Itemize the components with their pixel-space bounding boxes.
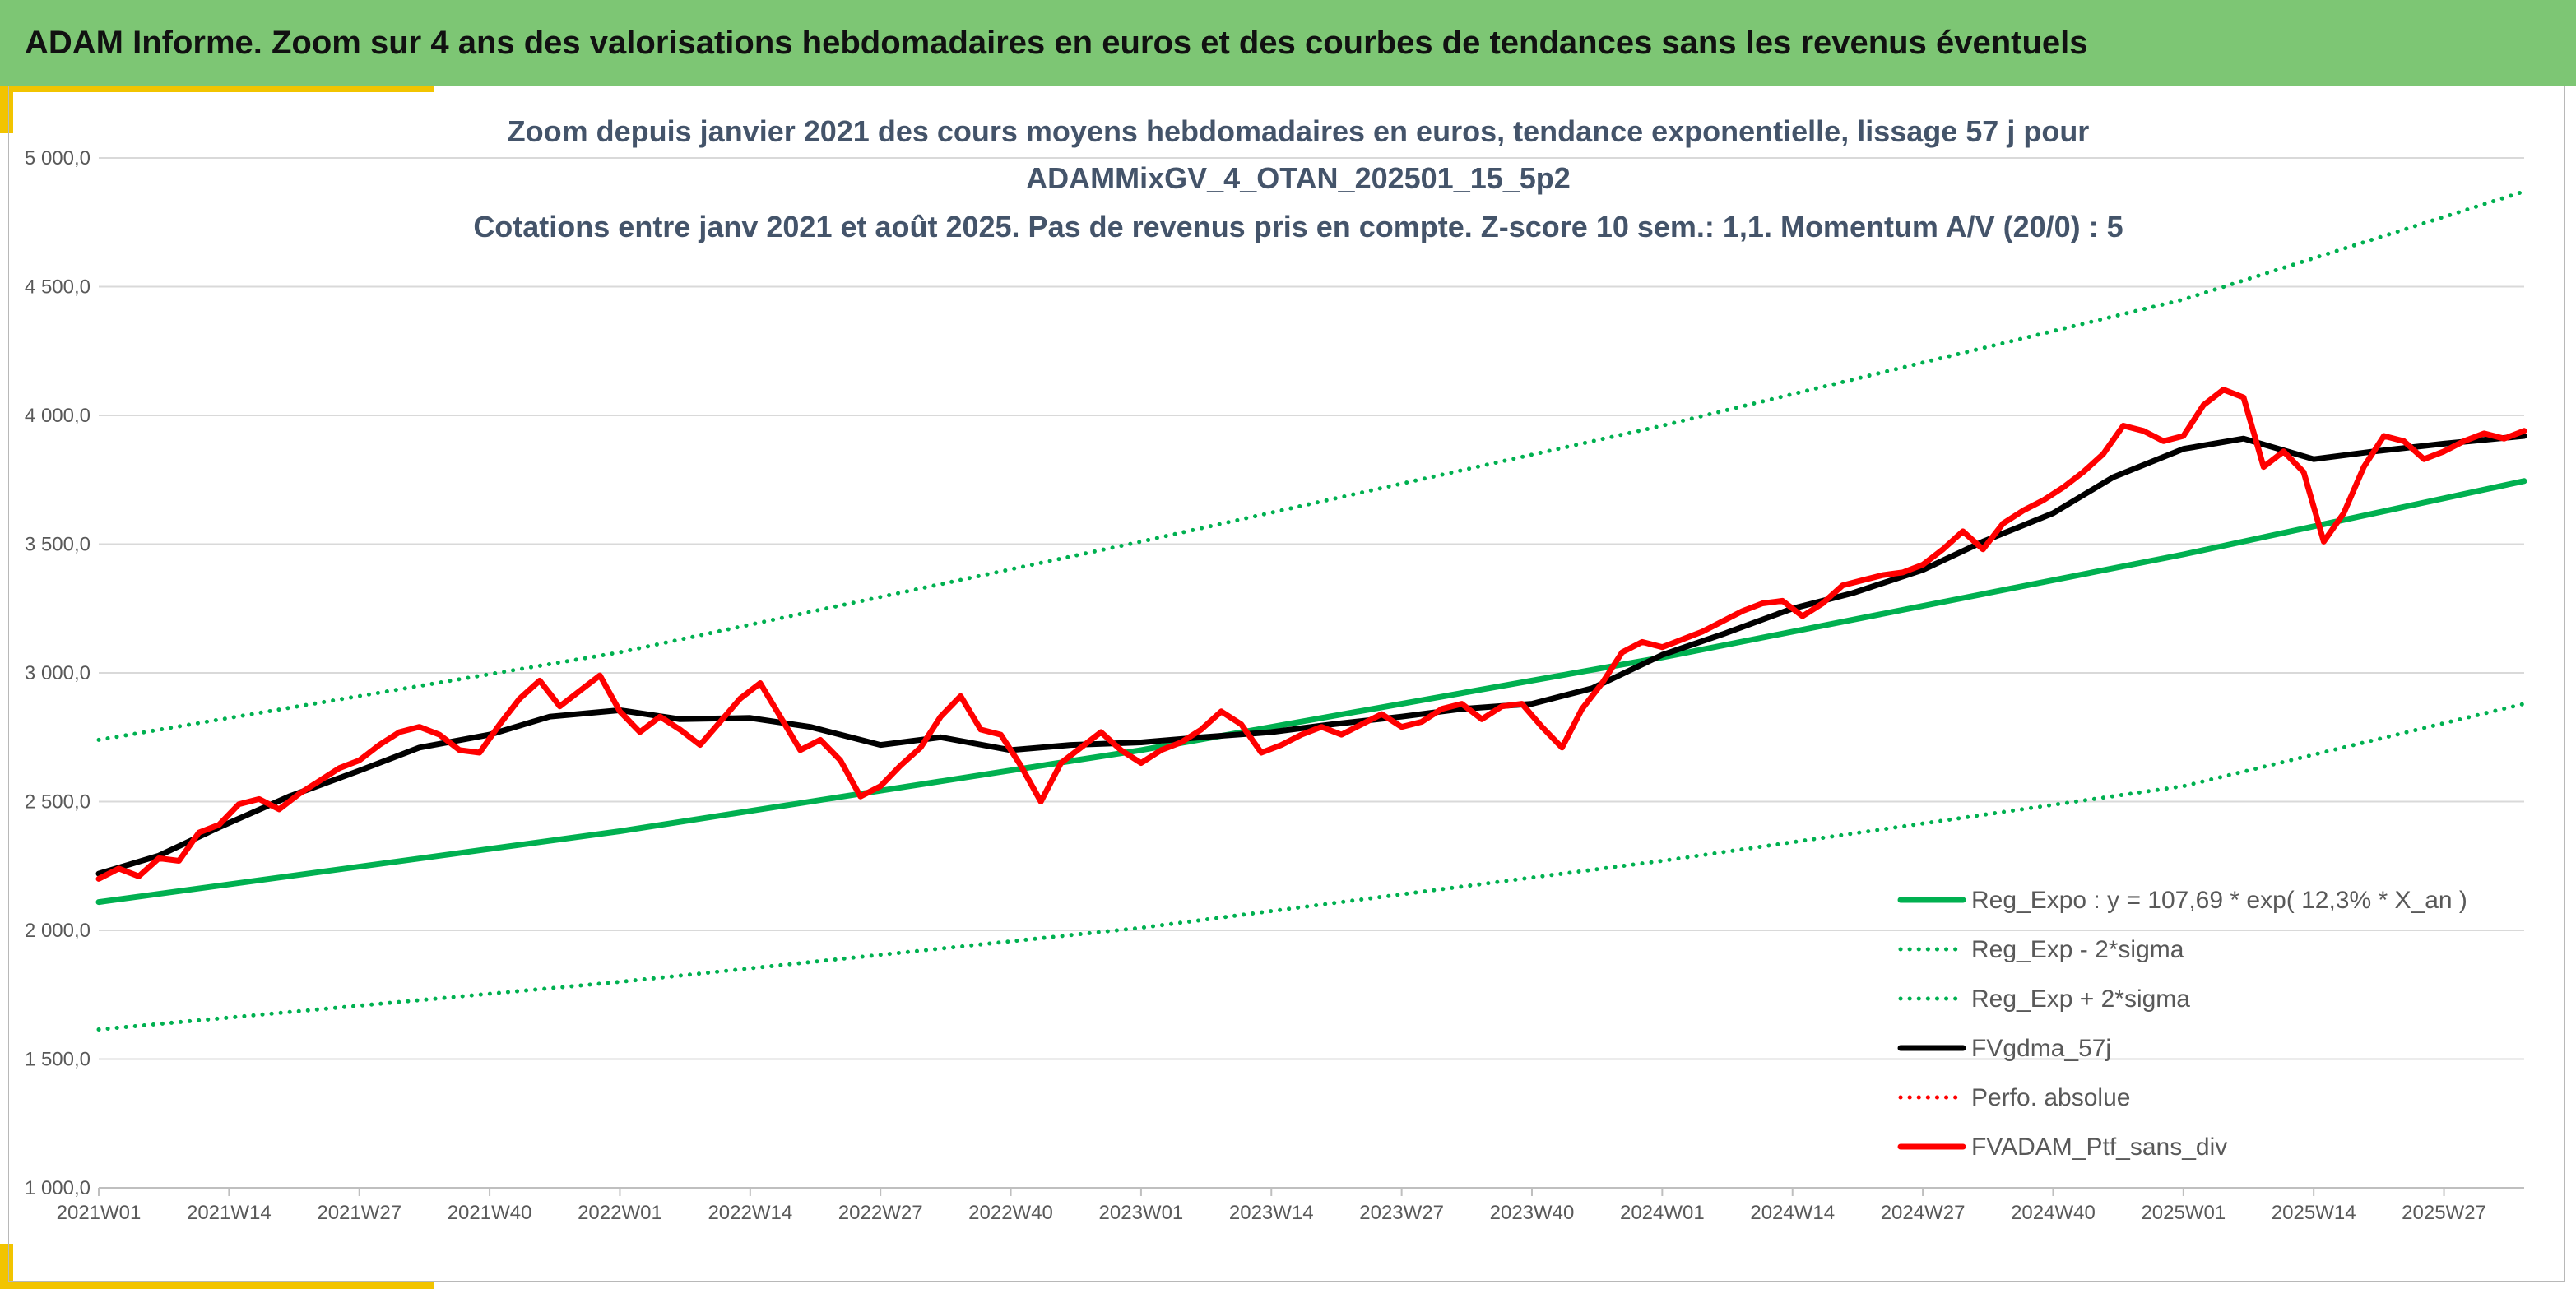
x-tick-label: 2025W27	[2402, 1202, 2486, 1224]
x-tick-label: 2024W40	[2011, 1202, 2096, 1224]
x-tick-label: 2021W27	[317, 1202, 401, 1224]
y-tick-label: 3 500,0	[25, 534, 91, 556]
x-tick-label: 2025W01	[2141, 1202, 2226, 1224]
legend-label: FVgdma_57j	[1971, 1035, 2111, 1062]
chart-title-line-3: Cotations entre janv 2021 et août 2025. …	[473, 210, 2123, 243]
chart-title-line-2: ADAMMixGV_4_OTAN_202501_15_5p2	[1026, 161, 1571, 195]
gridlines	[99, 157, 2524, 1189]
series-line-4	[95, 433, 2527, 877]
x-tick-label: 2024W27	[1881, 1202, 1966, 1224]
y-tick-label: 3 000,0	[25, 662, 91, 684]
legend-label: Reg_Expo : y = 107,69 * exp( 12,3% * X_a…	[1971, 887, 2467, 914]
accent-corner-top-left	[0, 86, 13, 133]
chart-title: Zoom depuis janvier 2021 des cours moyen…	[473, 114, 2123, 243]
x-tick-label: 2025W14	[2272, 1202, 2356, 1224]
x-tick-label: 2024W01	[1620, 1202, 1705, 1224]
series-lines	[95, 189, 2527, 1032]
x-tick-label: 2021W01	[57, 1202, 142, 1224]
y-tick-label: 2 500,0	[25, 791, 91, 814]
legend: Reg_Expo : y = 107,69 * exp( 12,3% * X_a…	[1897, 887, 2467, 1161]
y-tick-label: 5 000,0	[25, 147, 91, 169]
x-tick-label: 2024W14	[1750, 1202, 1835, 1224]
x-tick-label: 2023W01	[1099, 1202, 1184, 1224]
y-tick-label: 4 000,0	[25, 405, 91, 427]
y-tick-label: 2 000,0	[25, 920, 91, 942]
accent-corner-bottom-bar	[0, 1282, 434, 1289]
report-title: ADAM Informe. Zoom sur 4 ans des valoris…	[25, 24, 2088, 61]
x-tick-label: 2021W14	[187, 1202, 272, 1224]
chart-title-line-1: Zoom depuis janvier 2021 des cours moyen…	[508, 114, 2090, 148]
x-tick-label: 2023W14	[1229, 1202, 1314, 1224]
legend-label: Reg_Exp + 2*sigma	[1971, 985, 2190, 1013]
series-line-1	[95, 478, 2527, 906]
x-tick-label: 2021W40	[448, 1202, 532, 1224]
x-tick-label: 2023W27	[1359, 1202, 1444, 1224]
series-line-6	[95, 387, 2527, 882]
x-axis: 2021W01 2021W14 2021W27 2021W40 2022W01 2022W…	[57, 1187, 2524, 1224]
y-tick-label: 1 500,0	[25, 1049, 91, 1071]
x-tick-label: 2022W01	[578, 1202, 662, 1224]
y-tick-label: 4 500,0	[25, 276, 91, 299]
series-line-3	[96, 189, 2527, 742]
y-tick-label: 1 000,0	[25, 1177, 91, 1199]
legend-label: Reg_Exp - 2*sigma	[1971, 936, 2184, 963]
y-axis: 1 000,0 1 500,0 2 000,0 2 500,0 3 000,0 3 500…	[25, 147, 91, 1199]
legend-label: FVADAM_Ptf_sans_div	[1971, 1134, 2227, 1161]
x-tick-label: 2022W40	[968, 1202, 1053, 1224]
report-banner: ADAM Informe. Zoom sur 4 ans des valoris…	[0, 0, 2576, 86]
accent-corner-top-bar	[0, 86, 434, 92]
accent-corner-bottom-left	[0, 1244, 13, 1289]
chart-frame	[8, 86, 2565, 1282]
x-tick-label: 2022W27	[838, 1202, 923, 1224]
x-tick-label: 2023W40	[1490, 1202, 1575, 1224]
legend-label: Perfo. absolue	[1971, 1084, 2130, 1111]
x-tick-label: 2022W14	[708, 1202, 792, 1224]
